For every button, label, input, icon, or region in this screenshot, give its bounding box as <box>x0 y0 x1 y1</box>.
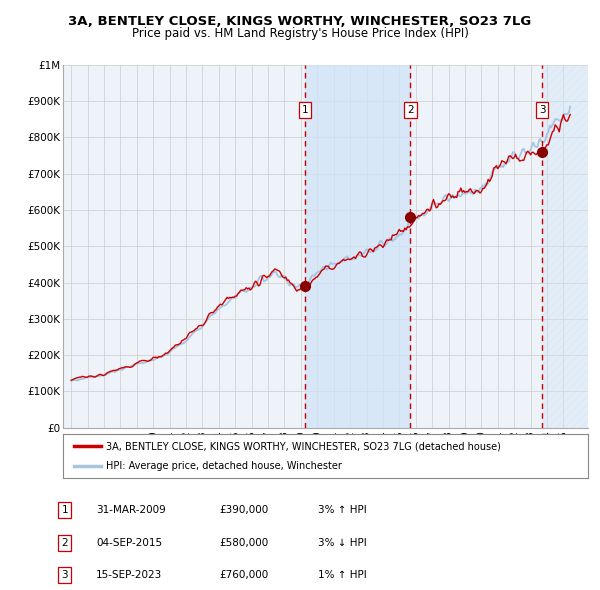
Text: 2: 2 <box>61 538 68 548</box>
Text: HPI: Average price, detached house, Winchester: HPI: Average price, detached house, Winc… <box>106 461 342 470</box>
Text: £760,000: £760,000 <box>219 571 268 580</box>
Text: 3% ↑ HPI: 3% ↑ HPI <box>318 506 367 515</box>
Bar <box>305 65 410 428</box>
Text: 3A, BENTLEY CLOSE, KINGS WORTHY, WINCHESTER, SO23 7LG: 3A, BENTLEY CLOSE, KINGS WORTHY, WINCHES… <box>68 15 532 28</box>
Text: 1% ↑ HPI: 1% ↑ HPI <box>318 571 367 580</box>
Text: 3A, BENTLEY CLOSE, KINGS WORTHY, WINCHESTER, SO23 7LG (detached house): 3A, BENTLEY CLOSE, KINGS WORTHY, WINCHES… <box>106 441 501 451</box>
Text: 3: 3 <box>539 105 545 115</box>
Text: 3: 3 <box>61 571 68 580</box>
Text: 04-SEP-2015: 04-SEP-2015 <box>96 538 162 548</box>
Text: 15-SEP-2023: 15-SEP-2023 <box>96 571 162 580</box>
Text: 2: 2 <box>407 105 413 115</box>
Bar <box>542 65 588 428</box>
Text: £580,000: £580,000 <box>219 538 268 548</box>
Text: 1: 1 <box>302 105 308 115</box>
Text: Price paid vs. HM Land Registry's House Price Index (HPI): Price paid vs. HM Land Registry's House … <box>131 27 469 40</box>
Text: £390,000: £390,000 <box>219 506 268 515</box>
Text: 1: 1 <box>61 506 68 515</box>
Text: 31-MAR-2009: 31-MAR-2009 <box>96 506 166 515</box>
Text: 3% ↓ HPI: 3% ↓ HPI <box>318 538 367 548</box>
